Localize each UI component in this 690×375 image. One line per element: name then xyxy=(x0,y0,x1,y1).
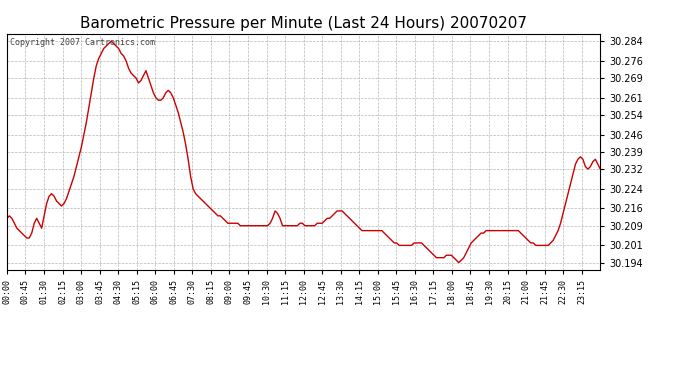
Title: Barometric Pressure per Minute (Last 24 Hours) 20070207: Barometric Pressure per Minute (Last 24 … xyxy=(80,16,527,31)
Text: Copyright 2007 Cartronics.com: Copyright 2007 Cartronics.com xyxy=(10,39,155,48)
